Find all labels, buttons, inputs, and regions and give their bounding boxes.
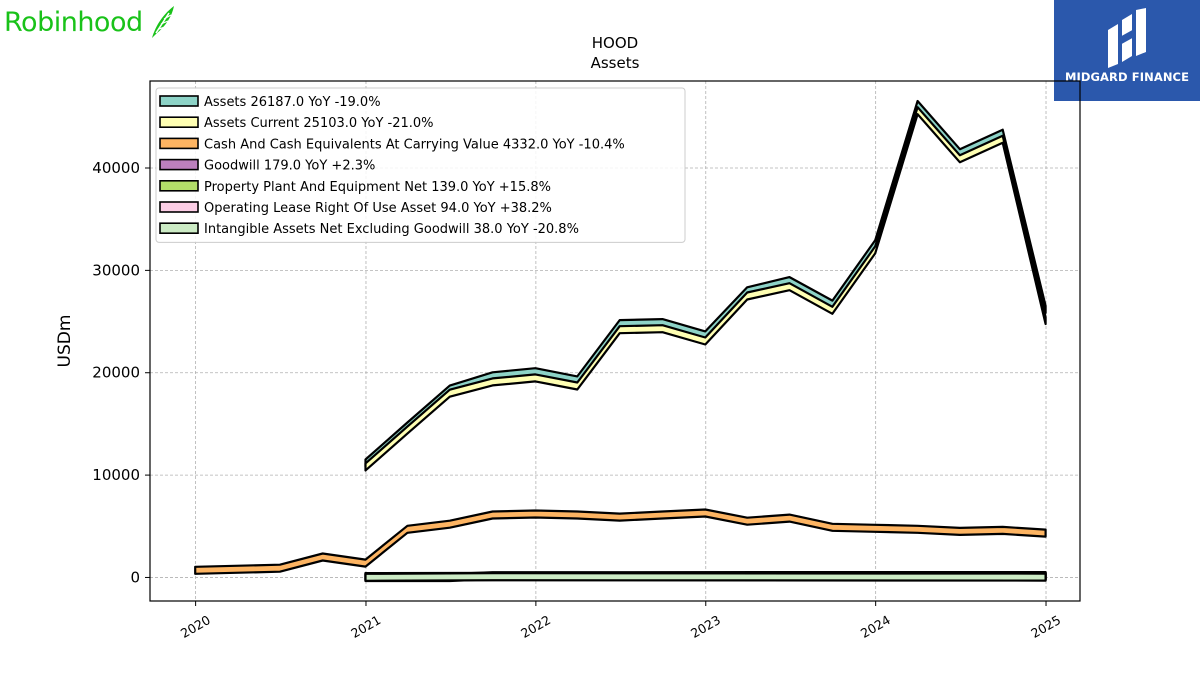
series-band-assets-current (364, 106, 1047, 472)
legend-item: Property Plant And Equipment Net 139.0 Y… (159, 180, 551, 195)
series-group (194, 99, 1047, 583)
series-band-cash-and-cash-equivalents-at-carrying-value (194, 508, 1047, 575)
y-tick-label: 10000 (92, 466, 140, 484)
y-tick-label: 20000 (92, 364, 140, 382)
robinhood-logo: Robinhood (4, 2, 177, 42)
legend-box (155, 87, 686, 243)
brand-name: Robinhood (4, 6, 143, 38)
feather-icon (151, 6, 174, 38)
legend-swatch (159, 158, 199, 171)
legend-swatch (159, 116, 199, 128)
legend-item: Cash And Cash Equivalents At Carrying Va… (159, 137, 625, 152)
midgard-mark-icon (1108, 8, 1146, 68)
x-tick-label: 2023 (688, 612, 723, 641)
legend-item: Assets 26187.0 YoY -19.0% (159, 95, 381, 110)
legend-label: Assets 26187.0 YoY -19.0% (204, 95, 381, 110)
series-band-intangible-assets-net-excluding-goodwill (364, 572, 1047, 582)
legend: Assets 26187.0 YoY -19.0% Assets Current … (155, 87, 686, 243)
legend-label: Assets Current 25103.0 YoY -21.0% (204, 116, 434, 131)
y-tick-label: 30000 (92, 261, 140, 279)
x-tick-label: 2020 (178, 612, 213, 641)
y-axis-label: USDm (55, 315, 75, 368)
legend-label: Goodwill 179.0 YoY +2.3% (204, 159, 375, 174)
plot-frame (149, 80, 1081, 602)
x-tick-label: 2024 (858, 612, 893, 641)
legend-swatch (159, 222, 199, 234)
legend-label: Operating Lease Right Of Use Asset 94.0 … (204, 201, 552, 216)
legend-item: Assets Current 25103.0 YoY -21.0% (159, 116, 434, 131)
legend-item: Operating Lease Right Of Use Asset 94.0 … (159, 201, 552, 216)
legend-label: Cash And Cash Equivalents At Carrying Va… (204, 137, 625, 152)
legend-swatch (159, 180, 199, 192)
x-tick-label: 2021 (348, 612, 383, 641)
legend-swatch (159, 201, 199, 213)
legend-label: Property Plant And Equipment Net 139.0 Y… (204, 180, 551, 195)
y-tick-label: 0 (130, 568, 140, 586)
partner-name: MIDGARD FINANCE (1064, 70, 1190, 84)
chart-title: HOOD (592, 34, 638, 52)
x-tick-label: 2022 (518, 612, 553, 641)
legend-swatch (159, 137, 199, 150)
legend-item: Intangible Assets Net Excluding Goodwill… (159, 222, 579, 237)
legend-label: Intangible Assets Net Excluding Goodwill… (204, 222, 579, 237)
legend-item: Goodwill 179.0 YoY +2.3% (159, 158, 375, 174)
x-tick-label: 2025 (1028, 612, 1063, 641)
legend-swatch (159, 95, 199, 107)
y-tick-label: 40000 (92, 159, 140, 177)
chart-subtitle: Assets (591, 54, 640, 72)
midgard-finance-logo: MIDGARD FINANCE (1054, 0, 1200, 101)
